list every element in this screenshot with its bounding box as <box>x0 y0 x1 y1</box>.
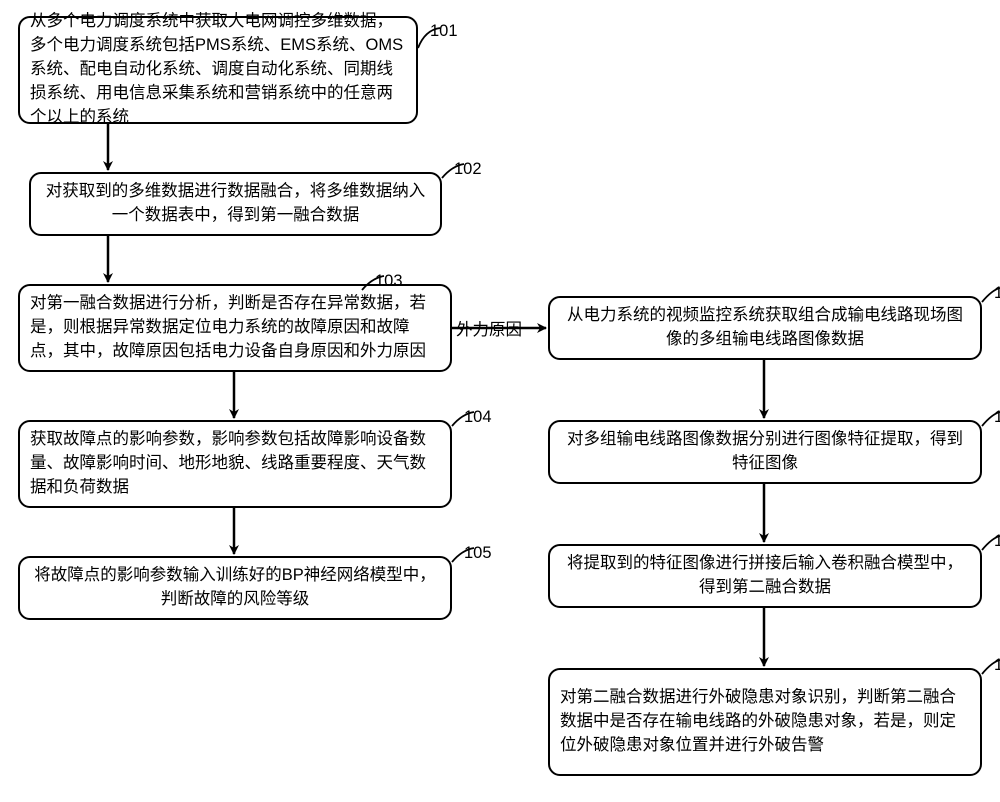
node-text: 从电力系统的视频监控系统获取组合成输电线路现场图像的多组输电线路图像数据 <box>560 304 970 352</box>
node-label-107: 107 <box>994 408 1000 427</box>
node-text: 对获取到的多维数据进行数据融合，将多维数据纳入一个数据表中，得到第一融合数据 <box>41 180 430 228</box>
node-text: 对第二融合数据进行外破隐患对象识别，判断第二融合数据中是否存在输电线路的外破隐患… <box>560 686 970 758</box>
flowchart-node-103: 对第一融合数据进行分析，判断是否存在异常数据，若是，则根据异常数据定位电力系统的… <box>18 284 452 372</box>
node-text: 将故障点的影响参数输入训练好的BP神经网络模型中，判断故障的风险等级 <box>30 564 440 612</box>
node-text: 从多个电力调度系统中获取大电网调控多维数据，多个电力调度系统包括PMS系统、EM… <box>30 10 406 130</box>
flowchart-node-105: 将故障点的影响参数输入训练好的BP神经网络模型中，判断故障的风险等级 <box>18 556 452 620</box>
node-label-103: 103 <box>375 272 403 291</box>
node-label-102: 102 <box>454 160 482 179</box>
flowchart-node-104: 获取故障点的影响参数，影响参数包括故障影响设备数量、故障影响时间、地形地貌、线路… <box>18 420 452 508</box>
node-label-105: 105 <box>464 544 492 563</box>
flowchart-node-102: 对获取到的多维数据进行数据融合，将多维数据纳入一个数据表中，得到第一融合数据 <box>29 172 442 236</box>
branch-label-external-cause: 外力原因 <box>456 316 522 340</box>
node-label-108: 108 <box>994 532 1000 551</box>
node-text: 将提取到的特征图像进行拼接后输入卷积融合模型中，得到第二融合数据 <box>560 552 970 600</box>
flowchart-node-106: 从电力系统的视频监控系统获取组合成输电线路现场图像的多组输电线路图像数据 <box>548 296 982 360</box>
node-label-109: 109 <box>994 656 1000 675</box>
flowchart-node-109: 对第二融合数据进行外破隐患对象识别，判断第二融合数据中是否存在输电线路的外破隐患… <box>548 668 982 776</box>
flowchart-node-101: 从多个电力调度系统中获取大电网调控多维数据，多个电力调度系统包括PMS系统、EM… <box>18 16 418 124</box>
node-label-106: 106 <box>994 284 1000 303</box>
flowchart-node-107: 对多组输电线路图像数据分别进行图像特征提取，得到特征图像 <box>548 420 982 484</box>
node-text: 对多组输电线路图像数据分别进行图像特征提取，得到特征图像 <box>560 428 970 476</box>
node-label-104: 104 <box>464 408 492 427</box>
node-text: 对第一融合数据进行分析，判断是否存在异常数据，若是，则根据异常数据定位电力系统的… <box>30 292 440 364</box>
node-label-101: 101 <box>430 22 458 41</box>
flowchart-node-108: 将提取到的特征图像进行拼接后输入卷积融合模型中，得到第二融合数据 <box>548 544 982 608</box>
node-text: 获取故障点的影响参数，影响参数包括故障影响设备数量、故障影响时间、地形地貌、线路… <box>30 428 440 500</box>
